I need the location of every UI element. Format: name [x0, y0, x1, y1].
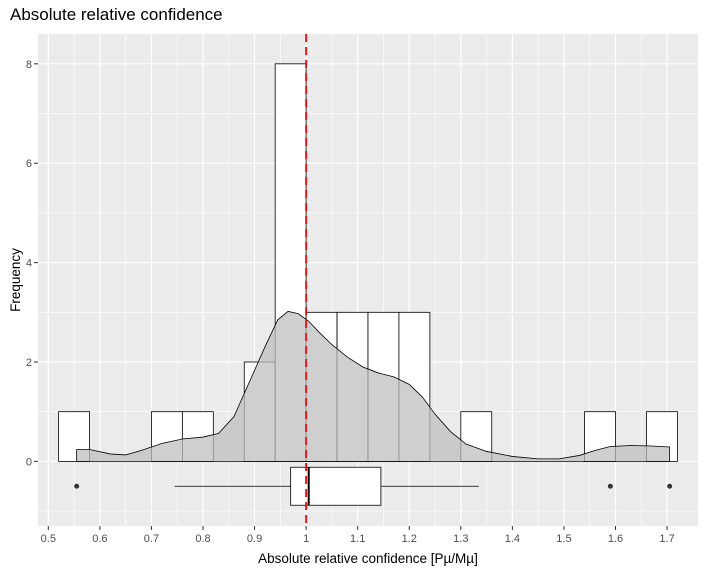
x-axis: 0.5 0.6 0.7 0.8 0.9 1 1.1 1.2 1.3 1.4 1.5 1.6 1.7	[41, 526, 675, 545]
x-tick-label: 0.7	[144, 533, 159, 545]
x-tick-label: 0.9	[247, 533, 262, 545]
boxplot-outlier	[667, 483, 673, 489]
y-tick-label: 4	[26, 258, 32, 270]
y-axis-title: Frequency	[8, 248, 23, 312]
x-tick-label: 0.8	[195, 533, 210, 545]
x-tick-label: 1	[303, 533, 309, 545]
density-curve	[76, 310, 671, 462]
y-axis: 0 2 4 6 8	[26, 59, 38, 468]
y-tick-label: 8	[26, 59, 32, 71]
x-tick-label: 1.6	[608, 533, 623, 545]
x-tick-label: 1.7	[659, 533, 674, 545]
x-tick-label: 1.4	[505, 533, 520, 545]
boxplot	[74, 466, 673, 506]
x-tick-label: 1.2	[402, 533, 417, 545]
y-tick-label: 2	[26, 357, 32, 369]
y-tick-label: 0	[26, 456, 32, 468]
chart-title: Absolute relative confidence	[10, 5, 223, 24]
x-tick-label: 0.5	[41, 533, 56, 545]
x-tick-label: 1.1	[350, 533, 365, 545]
x-tick-label: 0.6	[92, 533, 107, 545]
x-tick-label: 1.5	[556, 533, 571, 545]
x-axis-title: Absolute relative confidence [Pµ/Mµ]	[258, 551, 478, 566]
x-tick-label: 1.3	[453, 533, 468, 545]
y-tick-label: 6	[26, 158, 32, 170]
boxplot-outlier	[74, 483, 80, 489]
boxplot-outlier	[607, 483, 613, 489]
boxplot-box	[290, 466, 382, 506]
